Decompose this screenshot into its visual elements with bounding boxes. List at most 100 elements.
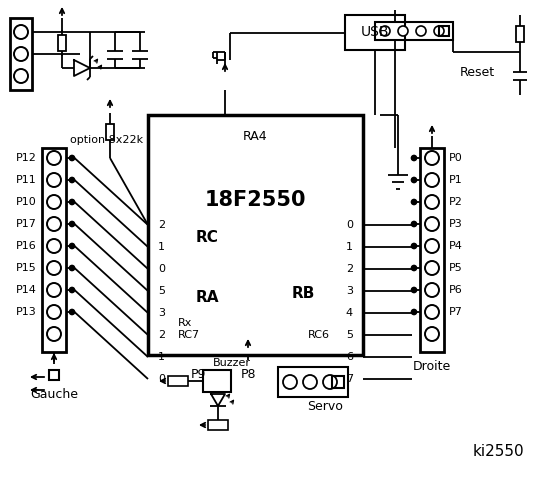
Text: P5: P5 — [449, 263, 463, 273]
Text: Servo: Servo — [307, 400, 343, 413]
Circle shape — [425, 217, 439, 231]
Circle shape — [14, 47, 28, 61]
Bar — [439, 26, 449, 36]
Circle shape — [425, 283, 439, 297]
Text: RC6: RC6 — [308, 330, 330, 340]
Circle shape — [411, 221, 416, 227]
Text: 7: 7 — [346, 374, 353, 384]
Circle shape — [425, 195, 439, 209]
Circle shape — [411, 200, 416, 204]
Text: P17: P17 — [16, 219, 37, 229]
Text: 1: 1 — [158, 352, 165, 362]
Bar — [516, 25, 524, 41]
Circle shape — [47, 261, 61, 275]
Circle shape — [14, 69, 28, 83]
Bar — [278, 367, 348, 397]
Text: 6: 6 — [346, 352, 353, 362]
Bar — [58, 35, 66, 51]
Text: RB: RB — [291, 286, 315, 300]
Circle shape — [70, 200, 75, 204]
Text: RA4: RA4 — [243, 131, 268, 144]
Text: 2: 2 — [158, 220, 165, 230]
Text: P6: P6 — [449, 285, 463, 295]
Circle shape — [47, 151, 61, 165]
Text: P9: P9 — [190, 369, 206, 382]
Bar — [168, 376, 188, 386]
Circle shape — [70, 221, 75, 227]
Circle shape — [47, 173, 61, 187]
Circle shape — [70, 310, 75, 314]
Text: 0: 0 — [158, 374, 165, 384]
Circle shape — [425, 261, 439, 275]
Circle shape — [411, 310, 416, 314]
Text: 2: 2 — [346, 264, 353, 274]
Text: USB: USB — [361, 25, 389, 39]
Circle shape — [425, 305, 439, 319]
Bar — [10, 18, 32, 90]
Circle shape — [425, 173, 439, 187]
Circle shape — [425, 151, 439, 165]
Circle shape — [283, 375, 297, 389]
Text: 3: 3 — [158, 308, 165, 318]
Bar — [208, 420, 228, 430]
Text: Gauche: Gauche — [30, 387, 78, 400]
Bar — [148, 115, 363, 355]
Circle shape — [398, 26, 408, 36]
Circle shape — [47, 195, 61, 209]
Text: 1: 1 — [158, 242, 165, 252]
Circle shape — [411, 243, 416, 249]
Text: 5: 5 — [158, 286, 165, 296]
Circle shape — [425, 239, 439, 253]
Text: P1: P1 — [449, 175, 463, 185]
Circle shape — [47, 283, 61, 297]
Circle shape — [70, 265, 75, 271]
Text: 5: 5 — [346, 330, 353, 340]
Circle shape — [14, 25, 28, 39]
Circle shape — [380, 26, 390, 36]
Text: P8: P8 — [240, 369, 255, 382]
Text: P13: P13 — [16, 307, 37, 317]
Text: 0: 0 — [158, 264, 165, 274]
Circle shape — [70, 156, 75, 160]
Text: 3: 3 — [346, 286, 353, 296]
Text: P11: P11 — [16, 175, 37, 185]
Circle shape — [70, 243, 75, 249]
Circle shape — [411, 265, 416, 271]
Circle shape — [47, 217, 61, 231]
Bar — [49, 370, 59, 380]
Text: P14: P14 — [16, 285, 37, 295]
Text: RC7: RC7 — [178, 330, 200, 340]
Text: P16: P16 — [16, 241, 37, 251]
Text: P7: P7 — [449, 307, 463, 317]
Bar — [106, 123, 114, 140]
Text: 2: 2 — [158, 330, 165, 340]
Text: P4: P4 — [449, 241, 463, 251]
Text: P12: P12 — [16, 153, 37, 163]
Text: P15: P15 — [16, 263, 37, 273]
Text: Droite: Droite — [413, 360, 451, 372]
Bar — [203, 370, 231, 392]
Circle shape — [70, 288, 75, 292]
Bar — [420, 148, 444, 352]
Text: RA: RA — [196, 290, 220, 305]
Text: 18F2550: 18F2550 — [205, 190, 306, 210]
Text: 0: 0 — [346, 220, 353, 230]
Circle shape — [416, 26, 426, 36]
Text: Buzzer: Buzzer — [213, 358, 251, 368]
Text: RC: RC — [196, 229, 219, 244]
Text: P0: P0 — [449, 153, 463, 163]
Text: option 8x22k: option 8x22k — [70, 135, 143, 145]
Circle shape — [411, 178, 416, 182]
Bar — [375, 22, 453, 40]
Circle shape — [47, 239, 61, 253]
Circle shape — [411, 288, 416, 292]
Text: P2: P2 — [449, 197, 463, 207]
Bar — [345, 15, 405, 50]
Bar — [332, 376, 344, 388]
Bar — [42, 148, 66, 352]
Text: ki2550: ki2550 — [472, 444, 524, 459]
Text: 1: 1 — [346, 242, 353, 252]
Circle shape — [47, 305, 61, 319]
Circle shape — [47, 327, 61, 341]
Circle shape — [303, 375, 317, 389]
